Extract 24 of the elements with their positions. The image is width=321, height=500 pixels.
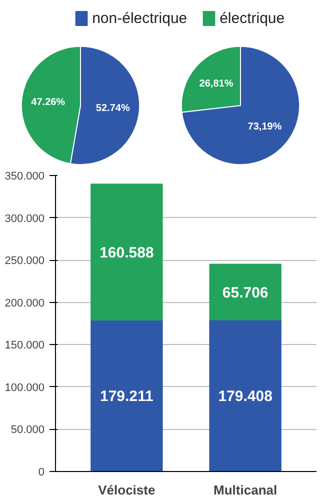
data-label: 47.26% [31, 97, 66, 108]
y-tick-label: 200.000 [4, 297, 45, 310]
bar [90, 319, 163, 472]
y-tick-label: 300.000 [4, 212, 45, 225]
data-label: 160.588 [100, 244, 154, 262]
y-tick-label: 350.000 [4, 170, 45, 182]
legend-label: électrique [220, 10, 285, 27]
bar [90, 184, 163, 320]
data-label: 179.211 [100, 388, 154, 406]
data-label: 65.706 [222, 284, 268, 302]
data-label: 26,81% [199, 78, 234, 90]
data-label: 73,19% [248, 122, 282, 133]
y-tick-label: 0 [38, 466, 45, 478]
legend-label: non-électrique [92, 10, 188, 27]
y-tick-label: 250.000 [4, 255, 45, 268]
x-tick-label: Multicanal [214, 482, 278, 498]
x-tick-label: Vélociste [98, 482, 156, 498]
y-tick-label: 50.000 [10, 424, 45, 436]
bar [209, 319, 282, 472]
data-label: 52.74% [96, 102, 130, 114]
y-tick-label: 150.000 [4, 340, 45, 352]
bar [209, 264, 282, 320]
data-label: 179.408 [218, 388, 272, 406]
y-tick-label: 100.000 [4, 382, 45, 394]
